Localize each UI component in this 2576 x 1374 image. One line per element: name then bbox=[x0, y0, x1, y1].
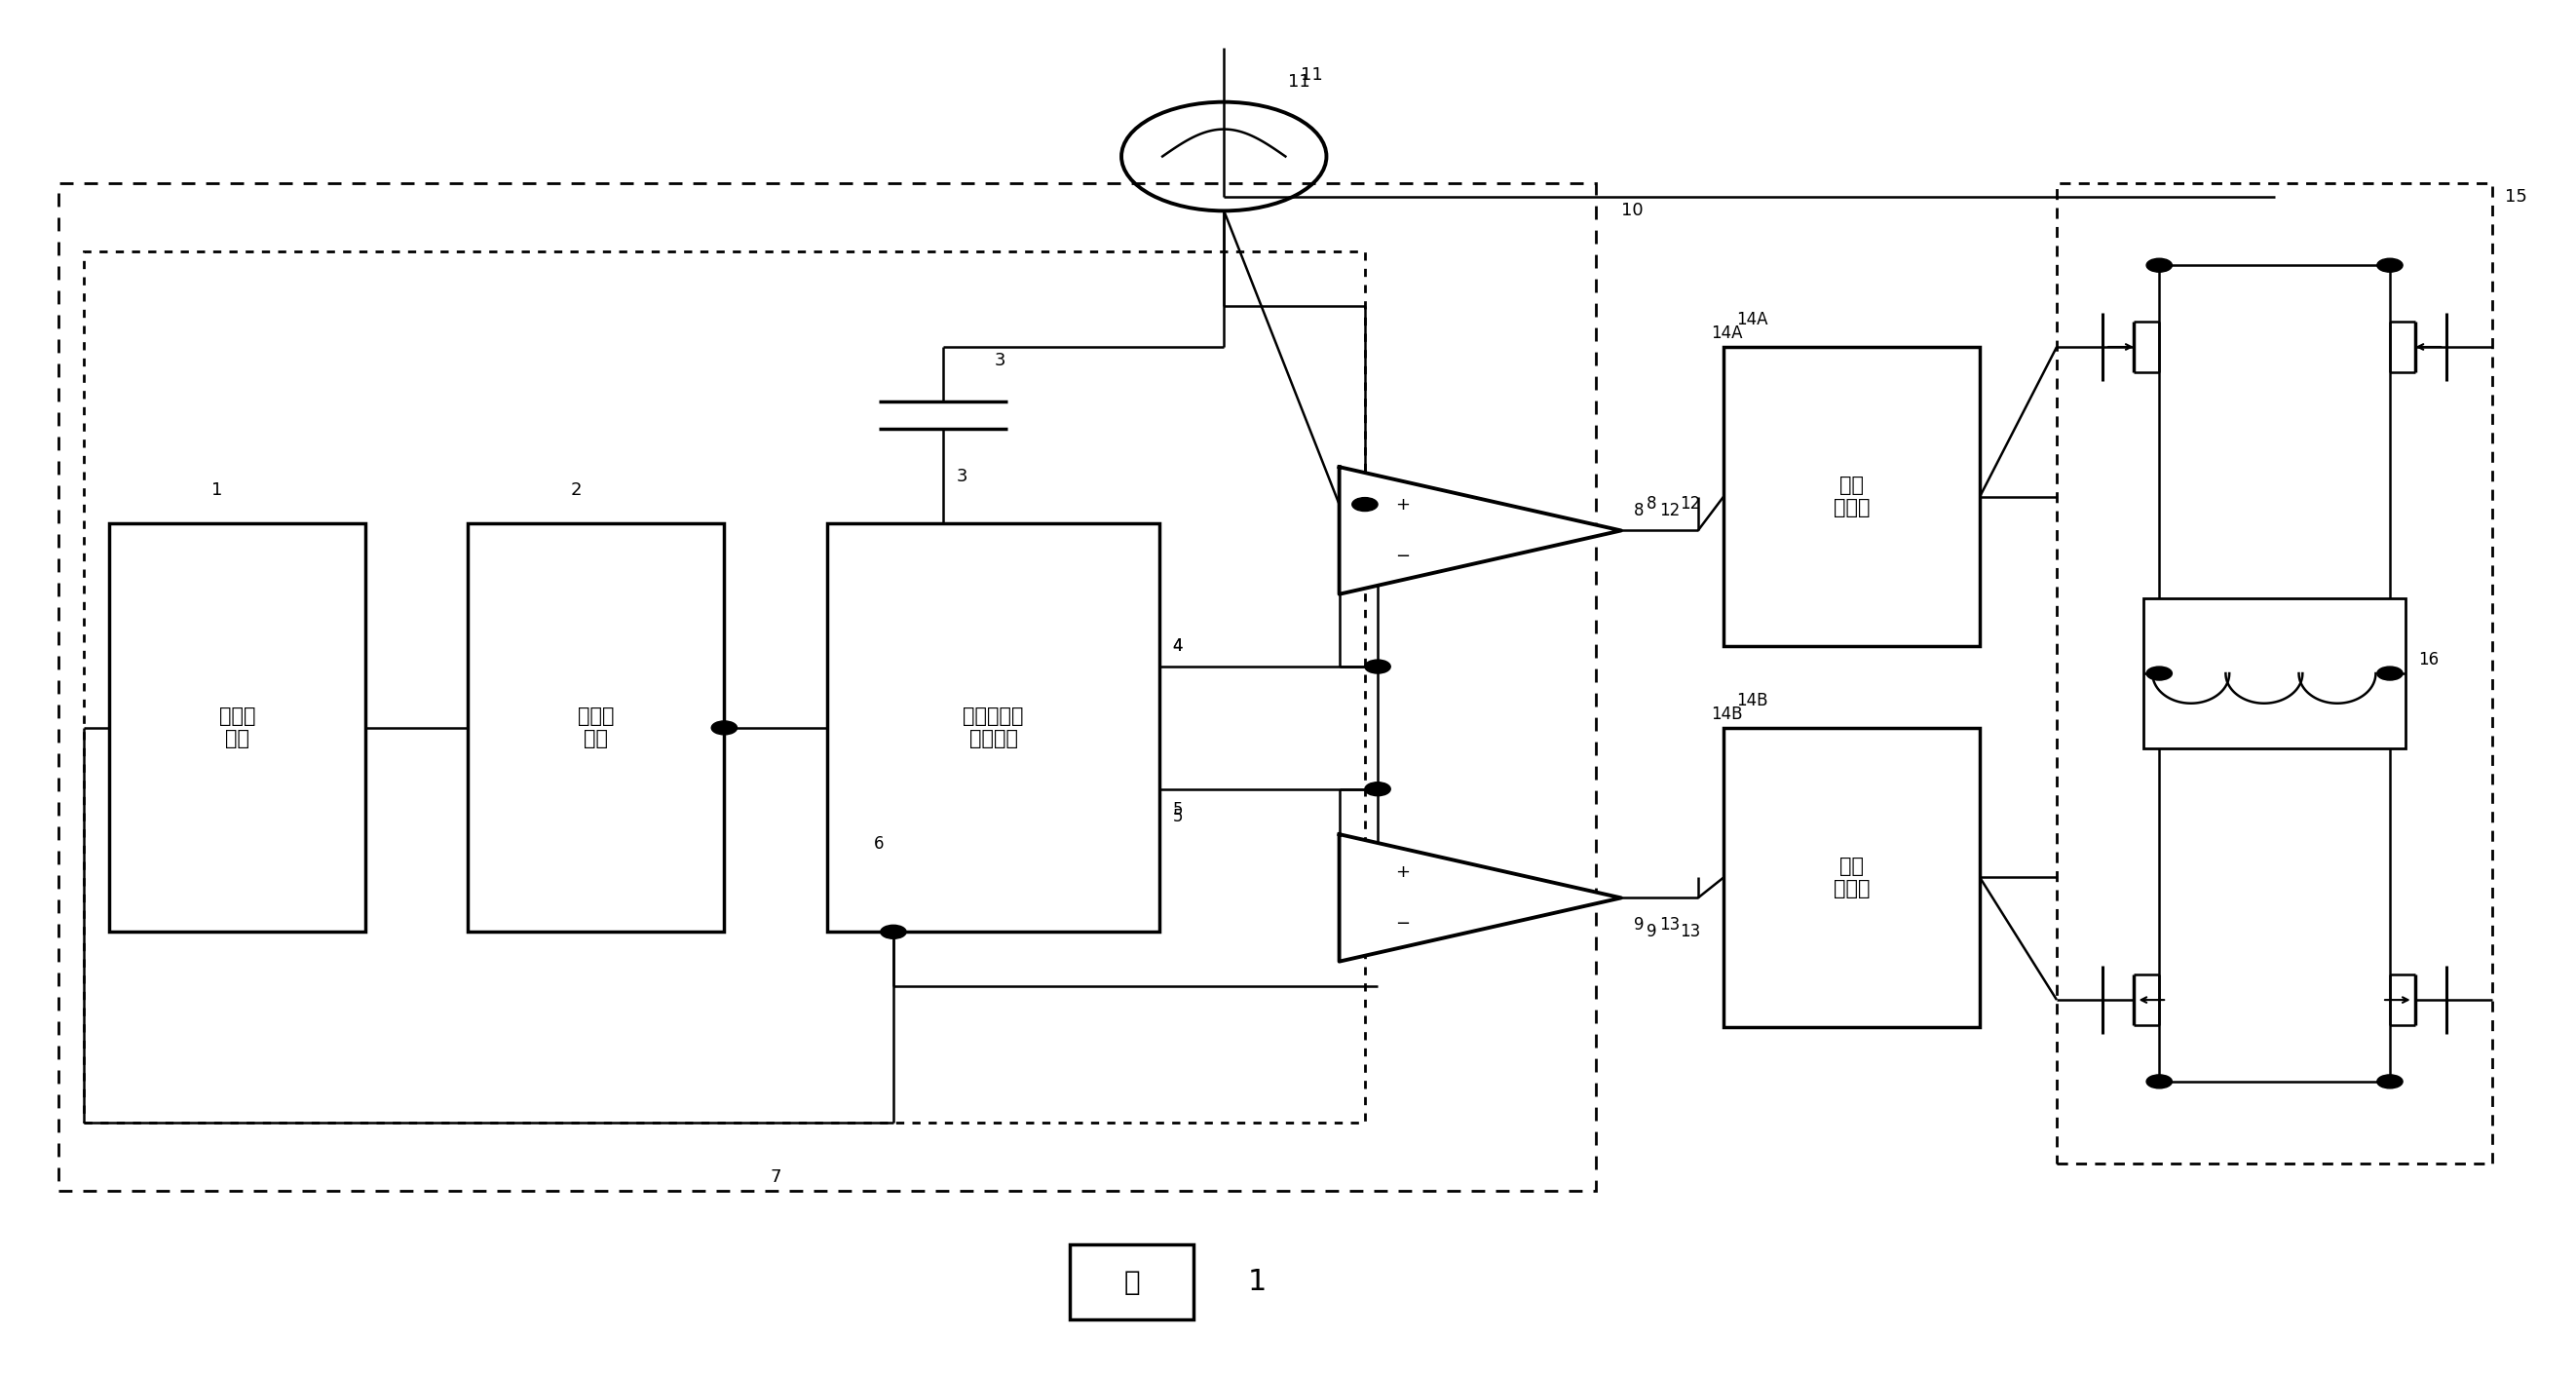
Bar bbox=[827, 523, 1159, 932]
Text: +: + bbox=[1396, 863, 1409, 881]
Text: 12: 12 bbox=[1680, 495, 1700, 513]
Circle shape bbox=[2378, 666, 2403, 680]
Circle shape bbox=[2378, 258, 2403, 272]
Bar bbox=[59, 184, 1595, 1190]
Text: 4: 4 bbox=[1172, 638, 1182, 655]
Text: 14B: 14B bbox=[1736, 692, 1767, 709]
Polygon shape bbox=[1340, 834, 1620, 962]
Circle shape bbox=[711, 721, 737, 735]
Circle shape bbox=[2146, 258, 2172, 272]
Text: 2: 2 bbox=[569, 481, 582, 499]
Circle shape bbox=[1365, 660, 1391, 673]
Text: 双输出差动
放大电路: 双输出差动 放大电路 bbox=[963, 706, 1023, 749]
Text: 8: 8 bbox=[1646, 495, 1656, 513]
Text: 11: 11 bbox=[1301, 66, 1324, 84]
Bar bbox=[82, 251, 1365, 1123]
Text: 8: 8 bbox=[1633, 502, 1643, 519]
Text: 3: 3 bbox=[994, 352, 1005, 370]
Text: 1: 1 bbox=[1247, 1268, 1267, 1296]
Bar bbox=[2143, 599, 2406, 749]
Bar bbox=[1723, 728, 1981, 1028]
Text: 施密特
电路: 施密特 电路 bbox=[219, 706, 255, 749]
Circle shape bbox=[881, 925, 907, 938]
Text: 4: 4 bbox=[1172, 638, 1182, 655]
Circle shape bbox=[2146, 1074, 2172, 1088]
Text: 3: 3 bbox=[956, 467, 969, 485]
Bar bbox=[1069, 1245, 1193, 1319]
Bar bbox=[2056, 184, 2494, 1164]
Circle shape bbox=[1365, 782, 1391, 796]
Bar bbox=[1723, 346, 1981, 646]
Circle shape bbox=[2378, 1074, 2403, 1088]
Text: 5: 5 bbox=[1172, 801, 1182, 818]
Text: 13: 13 bbox=[1659, 916, 1680, 934]
Text: −: − bbox=[1396, 548, 1409, 566]
Text: +: + bbox=[1396, 496, 1409, 513]
Text: 6: 6 bbox=[873, 834, 884, 852]
Bar bbox=[108, 523, 366, 932]
Text: 电荷泵
电路: 电荷泵 电路 bbox=[577, 706, 616, 749]
Text: 13: 13 bbox=[1680, 923, 1700, 941]
Text: 5: 5 bbox=[1172, 808, 1182, 824]
Text: 10: 10 bbox=[1620, 202, 1643, 220]
Text: 前置
驱动器: 前置 驱动器 bbox=[1834, 856, 1870, 899]
Bar bbox=[469, 523, 724, 932]
Text: 11: 11 bbox=[1288, 73, 1311, 91]
Text: 9: 9 bbox=[1633, 916, 1643, 934]
Text: 14B: 14B bbox=[1710, 705, 1741, 723]
Text: 14A: 14A bbox=[1736, 311, 1767, 328]
Text: 14A: 14A bbox=[1710, 324, 1741, 342]
Text: 16: 16 bbox=[2419, 651, 2439, 669]
Text: 7: 7 bbox=[770, 1168, 781, 1186]
Text: 15: 15 bbox=[2506, 188, 2527, 206]
Text: 1: 1 bbox=[211, 481, 224, 499]
Circle shape bbox=[2146, 666, 2172, 680]
Text: 前置
驱动器: 前置 驱动器 bbox=[1834, 475, 1870, 518]
Polygon shape bbox=[1340, 467, 1620, 594]
Text: 12: 12 bbox=[1659, 502, 1680, 519]
Text: −: − bbox=[1396, 915, 1409, 933]
Circle shape bbox=[1352, 497, 1378, 511]
Text: 图: 图 bbox=[1123, 1268, 1139, 1296]
Text: 9: 9 bbox=[1646, 923, 1656, 941]
